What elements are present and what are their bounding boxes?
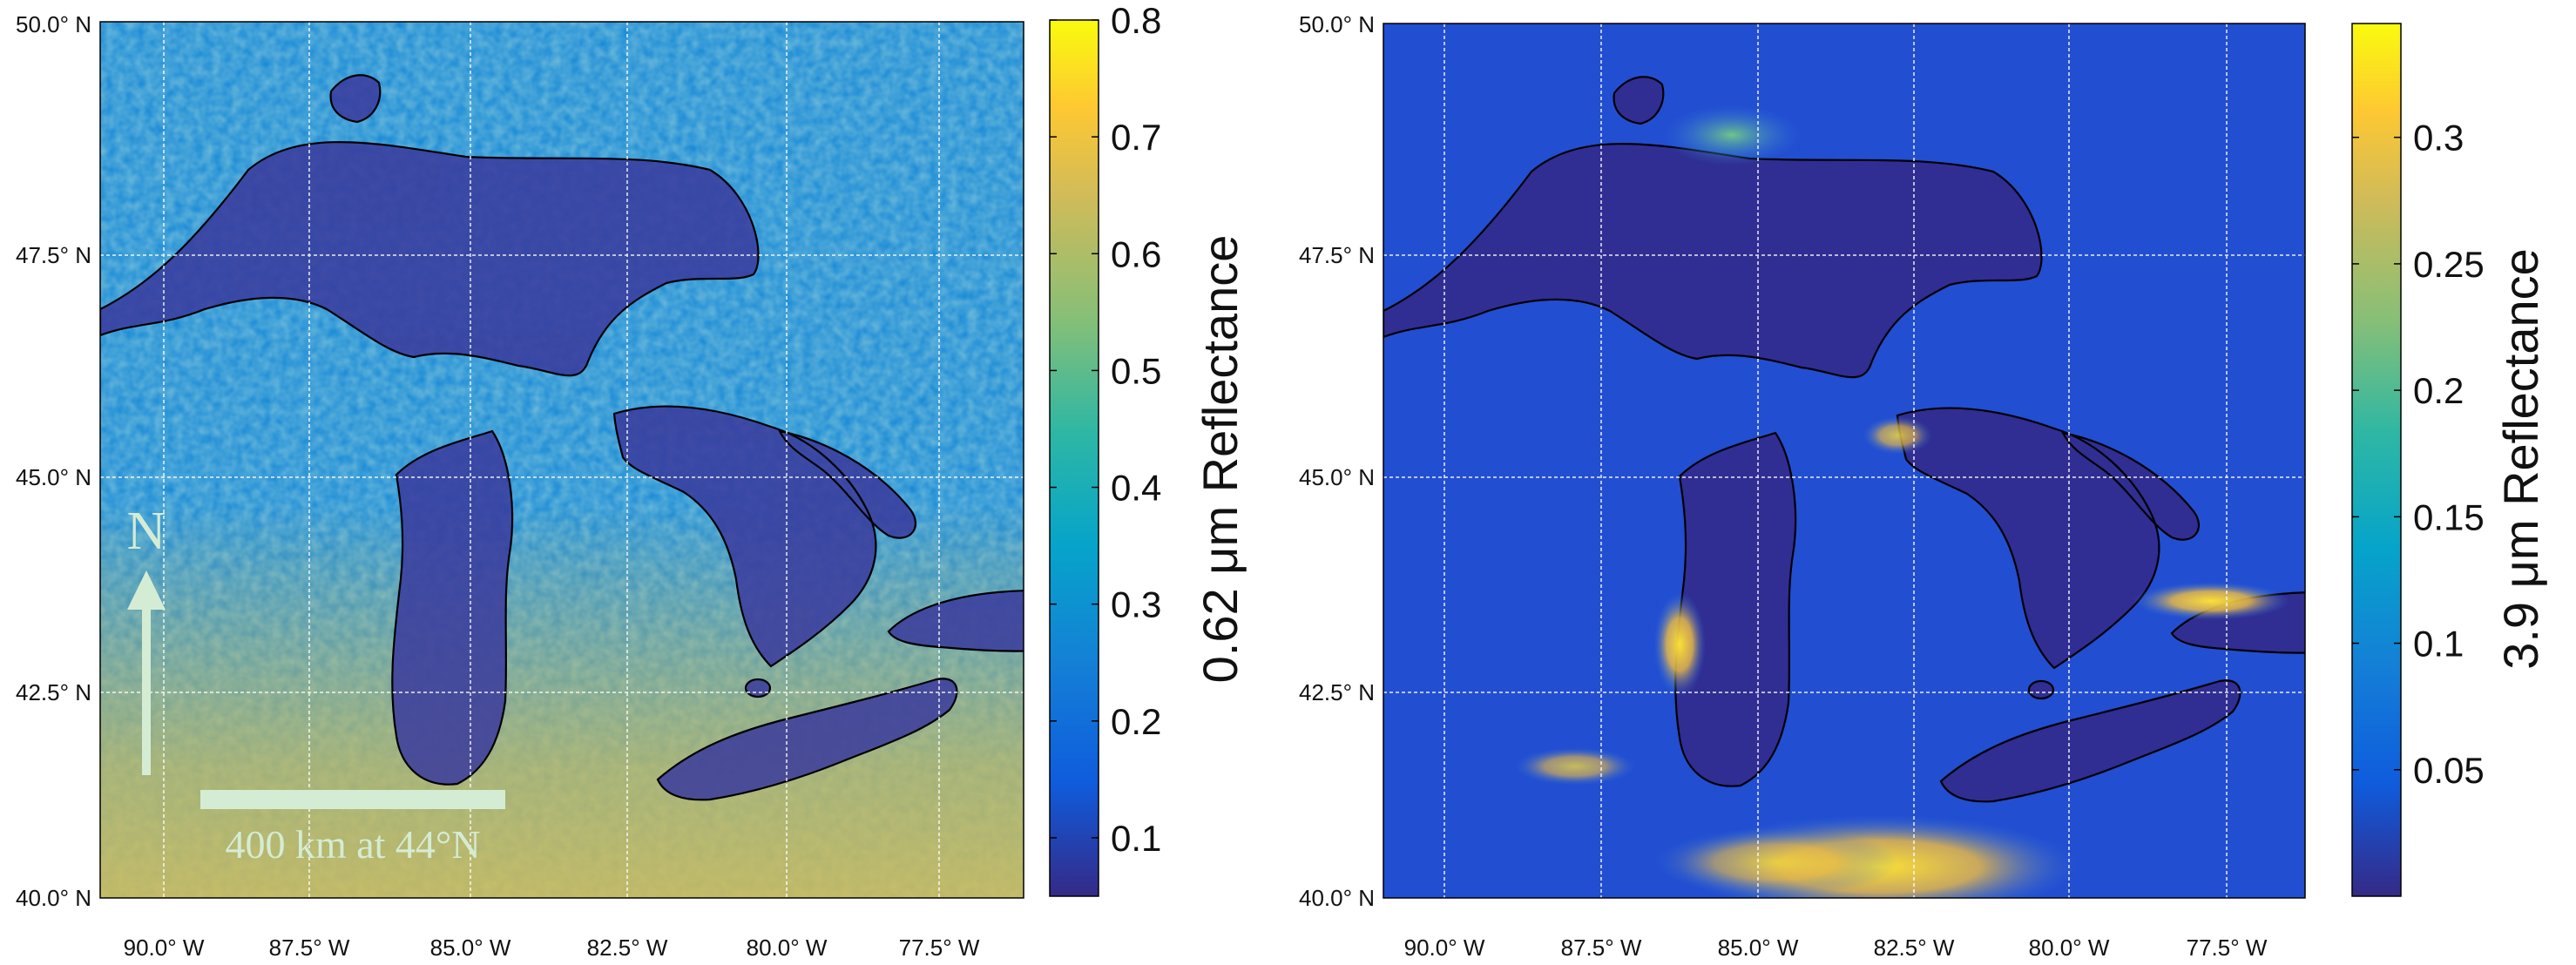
north-label: N	[127, 502, 166, 561]
colorbar-label: 0.62 μm Reflectance	[1193, 235, 1247, 684]
colorbar-tick-label: 0.05	[2413, 750, 2485, 791]
colorbar-tick-label: 0.4	[1111, 468, 1161, 509]
colorbar	[1049, 19, 1099, 897]
lon-label: 77.5° W	[2187, 935, 2268, 961]
lat-label: 40.0° N	[16, 885, 91, 911]
scale-bar	[200, 790, 505, 809]
lon-label: 80.0° W	[2029, 935, 2110, 961]
lat-label: 45.0° N	[16, 464, 91, 490]
lat-label: 50.0° N	[1299, 11, 1375, 37]
colorbar-tick-label: 0.7	[1111, 117, 1161, 158]
lon-label: 90.0° W	[124, 935, 205, 961]
colorbar-tick-label: 0.15	[2413, 496, 2485, 537]
lat-label: 45.0° N	[1299, 464, 1375, 490]
lon-label: 80.0° W	[747, 935, 828, 961]
colorbar-tick-label: 0.8	[1111, 0, 1161, 41]
lon-label: 87.5° W	[269, 935, 350, 961]
visible-reflectance-panel: 50.0° N 47.5° N 45.0° N 42.5° N 40.0° N …	[16, 0, 1247, 961]
lon-label: 87.5° W	[1561, 935, 1642, 961]
lon-label: 85.0° W	[430, 935, 511, 961]
colorbar-ticks: 0.3 0.25 0.2 0.15 0.1 0.05	[2352, 118, 2485, 791]
colorbar-tick-label: 0.3	[2413, 118, 2464, 159]
colorbar-ticks: 0.8 0.7 0.6 0.5 0.4 0.3 0.2 0.1	[1050, 0, 1161, 859]
lat-label: 40.0° N	[1299, 885, 1375, 911]
lon-label: 77.5° W	[899, 935, 980, 961]
lat-label: 47.5° N	[16, 242, 91, 268]
colorbar-tick-label: 0.2	[1111, 701, 1161, 742]
colorbar-tick-label: 0.1	[2413, 624, 2464, 665]
graticule	[1383, 24, 2305, 898]
colorbar-tick-label: 0.2	[2413, 370, 2464, 411]
graticule	[100, 22, 1024, 898]
lat-label: 47.5° N	[1299, 242, 1375, 268]
visible-map	[100, 22, 1024, 898]
colorbar-tick-label: 0.1	[1111, 818, 1161, 859]
lon-label: 82.5° W	[1874, 935, 1955, 961]
lat-label: 50.0° N	[16, 11, 91, 37]
north-arrow-icon	[127, 570, 166, 775]
lon-label: 82.5° W	[587, 935, 668, 961]
colorbar-tick-label: 0.6	[1111, 233, 1161, 274]
ir-map	[1383, 24, 2305, 898]
colorbar-tick-label: 0.5	[1111, 350, 1161, 391]
lat-label: 42.5° N	[1299, 679, 1375, 705]
lon-label: 85.0° W	[1718, 935, 1799, 961]
colorbar-label: 3.9 μm Reflectance	[2493, 248, 2548, 670]
lon-label: 90.0° W	[1404, 935, 1485, 961]
lat-label: 42.5° N	[16, 679, 91, 705]
ir-reflectance-panel: 50.0° N 47.5° N 45.0° N 42.5° N 40.0° N …	[1288, 0, 2576, 965]
colorbar-tick-label: 0.3	[1111, 584, 1161, 625]
scale-bar-label: 400 km at 44°N	[225, 822, 480, 867]
colorbar-tick-label: 0.25	[2413, 244, 2485, 285]
colorbar	[2351, 23, 2402, 897]
